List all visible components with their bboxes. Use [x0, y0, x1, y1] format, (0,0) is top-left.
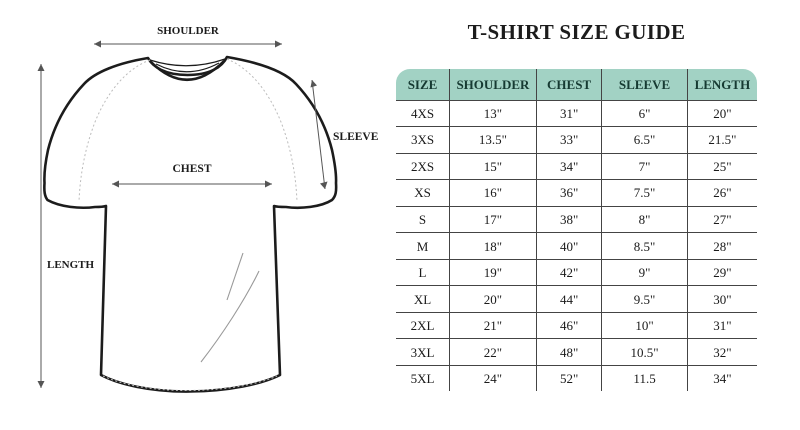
svg-text:SLEEVE: SLEEVE — [333, 131, 379, 143]
svg-text:LENGTH: LENGTH — [47, 259, 95, 271]
svg-text:CHEST: CHEST — [173, 163, 212, 175]
svg-text:SHOULDER: SHOULDER — [157, 25, 220, 37]
